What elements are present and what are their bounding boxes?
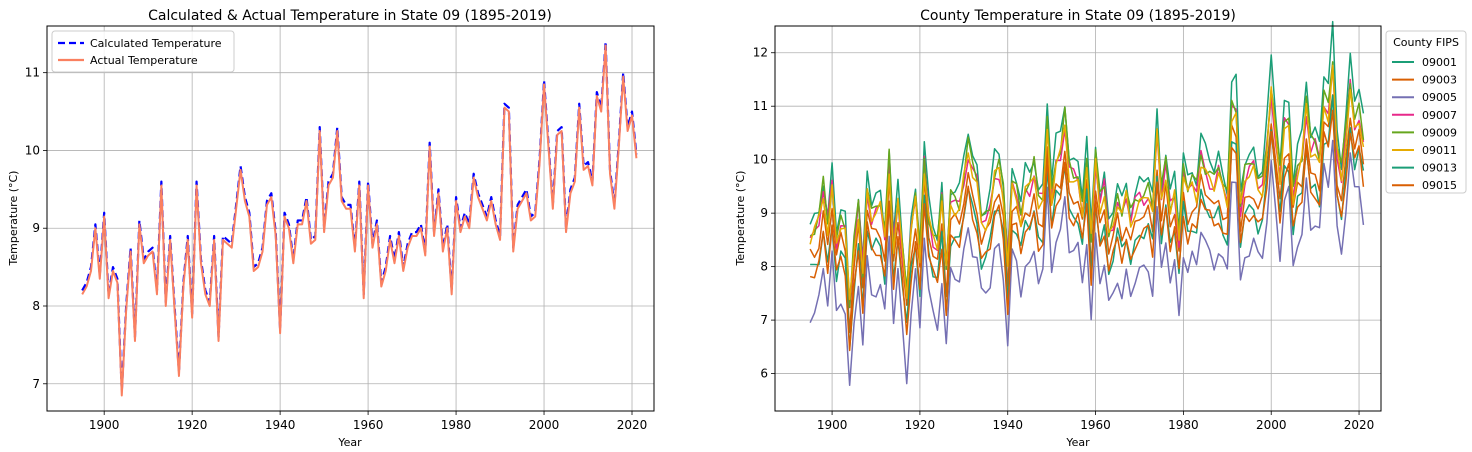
- right-legend-title: County FIPS: [1393, 36, 1459, 49]
- left-chart-title: Calculated & Actual Temperature in State…: [148, 8, 552, 24]
- left-plot-frame: [46, 25, 655, 412]
- legend-label-09005: 09005: [1422, 91, 1457, 104]
- right-y-tick-label: 9: [760, 206, 768, 220]
- right-y-ticks: 6 7 8 9 10 11 12: [753, 46, 775, 381]
- left-x-tick-label: 2020: [617, 418, 648, 432]
- right-chart-title: County Temperature in State 09 (1895-201…: [920, 8, 1236, 24]
- legend-label-actual: Actual Temperature: [90, 54, 198, 67]
- right-y-tick-label: 11: [753, 99, 768, 113]
- right-x-tick-label: 2000: [1256, 418, 1287, 432]
- right-series: [809, 20, 1365, 387]
- county-line-09005: [809, 139, 1365, 387]
- series-line-calculated: [81, 40, 638, 393]
- left-chart: 1900 1920 1940 1960 1980 2000 2020 7 8 9 10 11 Cal…: [7, 8, 655, 449]
- right-x-tick-label: 1960: [1080, 418, 1111, 432]
- left-x-tick-label: 1960: [353, 418, 384, 432]
- right-y-tick-label: 7: [760, 313, 768, 327]
- right-legend-box: [1385, 30, 1467, 194]
- left-x-tick-label: 1900: [89, 418, 120, 432]
- right-plot-frame: [774, 25, 1382, 412]
- legend-label-09001: 09001: [1422, 56, 1457, 69]
- left-x-tick-label: 2000: [529, 418, 560, 432]
- right-x-axis-label: Year: [1065, 436, 1090, 449]
- left-y-tick-label: 7: [32, 377, 40, 391]
- legend-label-09015: 09015: [1422, 179, 1457, 192]
- left-legend-box: [51, 30, 235, 73]
- legend-label-09011: 09011: [1422, 144, 1457, 157]
- left-x-tick-label: 1920: [177, 418, 208, 432]
- left-y-axis-label: Temperature (°C): [7, 171, 20, 267]
- left-legend: Calculated Temperature Actual Temperatur…: [51, 30, 235, 73]
- legend-label-09013: 09013: [1422, 162, 1457, 175]
- legend-label-calculated: Calculated Temperature: [90, 37, 222, 50]
- series-line-actual: [81, 44, 638, 397]
- left-x-ticks: 1900 1920 1940 1960 1980 2000 2020: [89, 411, 647, 432]
- right-x-tick-label: 1980: [1168, 418, 1199, 432]
- legend-label-09007: 09007: [1422, 109, 1457, 122]
- right-x-ticks: 1900 1920 1940 1960 1980 2000 2020: [817, 411, 1375, 432]
- right-legend: County FIPS 0900109003090050900709009090…: [1385, 30, 1467, 194]
- right-y-tick-label: 6: [760, 367, 768, 381]
- right-legend-items: 09001 09003 09005 09007 09009 09011 09013 09015: [1392, 56, 1457, 192]
- left-x-tick-label: 1980: [441, 418, 472, 432]
- right-y-tick-label: 12: [753, 46, 768, 60]
- legend-label-09003: 09003: [1422, 74, 1457, 87]
- left-x-tick-label: 1940: [265, 418, 296, 432]
- left-x-axis-label: Year: [337, 436, 362, 449]
- left-grid: [47, 26, 654, 411]
- right-x-tick-label: 1940: [992, 418, 1023, 432]
- left-y-ticks: 7 8 9 10 11: [25, 66, 47, 391]
- left-y-tick-label: 11: [25, 66, 40, 80]
- right-x-tick-label: 2020: [1344, 418, 1375, 432]
- left-y-tick-label: 9: [32, 221, 40, 235]
- left-y-tick-label: 10: [25, 143, 40, 157]
- legend-label-09009: 09009: [1422, 126, 1457, 139]
- left-series: [81, 40, 638, 397]
- right-x-tick-label: 1920: [905, 418, 936, 432]
- right-y-tick-label: 8: [760, 260, 768, 274]
- county-line-09015: [809, 109, 1365, 352]
- left-y-tick-label: 8: [32, 299, 40, 313]
- county-line-09011: [809, 64, 1365, 301]
- right-x-tick-label: 1900: [817, 418, 848, 432]
- right-y-axis-label: Temperature (°C): [734, 171, 747, 267]
- right-chart: 1900 1920 1940 1960 1980 2000 2020 6789101112 …: [734, 8, 1467, 449]
- right-y-tick-label: 10: [753, 153, 768, 167]
